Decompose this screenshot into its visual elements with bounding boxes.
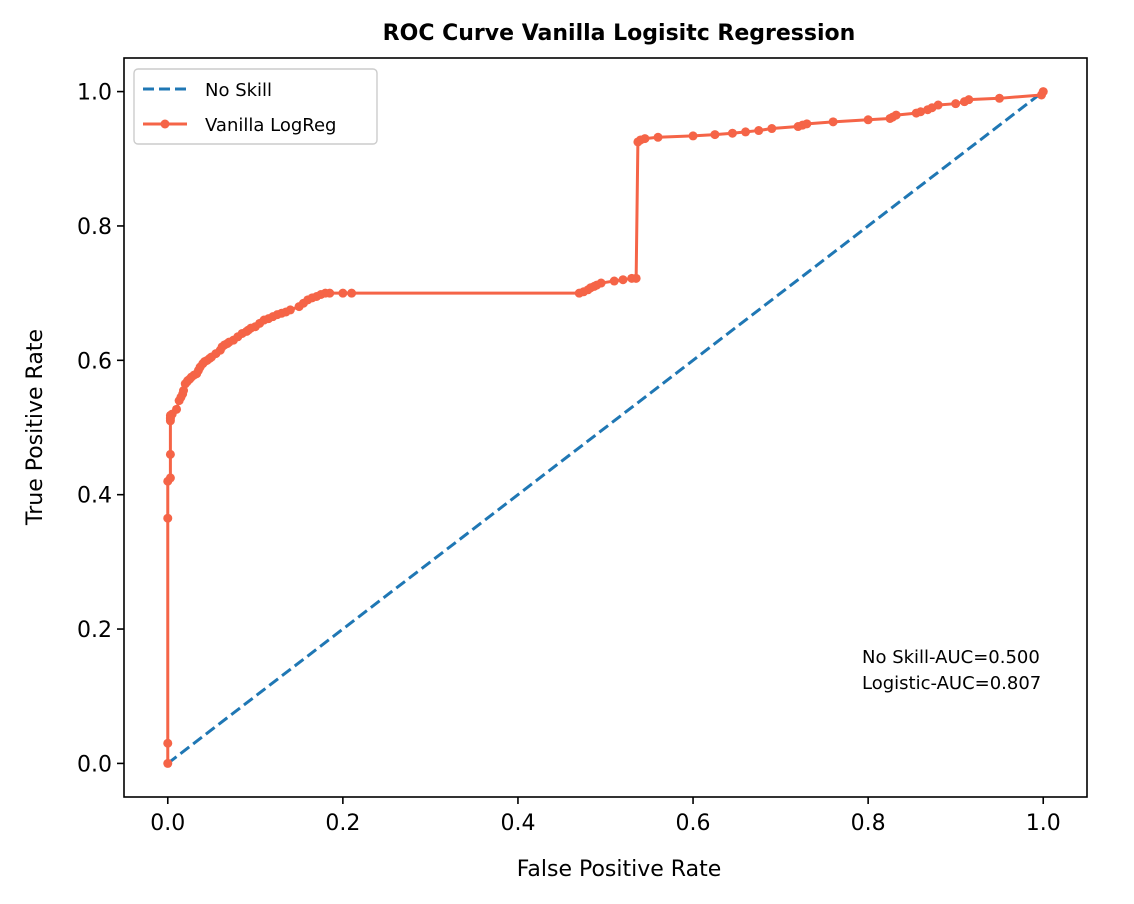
logreg-point [347,288,357,298]
y-tick-label: 0.2 [77,618,112,643]
plot-frame [123,57,1088,798]
logreg-point [163,758,173,768]
axis-ticks: 0.0 0.2 0.4 0.6 0.8 1.0 0.0 0.2 0.4 0.6 0.8 1.0 [77,81,1061,836]
legend: No Skill Vanilla LogReg [133,68,378,145]
x-tick-label: 0.2 [325,811,360,836]
legend-logreg-label: Vanilla LogReg [205,115,336,136]
y-tick-label: 0.6 [77,349,112,374]
logreg-point [325,288,335,298]
x-tick-label: 0.8 [851,811,886,836]
logreg-point [802,119,812,129]
logreg-point [891,110,901,120]
logreg-point [163,513,173,523]
logreg-point [741,127,751,137]
logreg-point [285,305,295,315]
y-tick-label: 0.8 [77,215,112,240]
logreg-point [596,278,606,288]
logreg-point [631,273,641,283]
logreg-point [727,128,737,138]
logreg-point [964,95,974,105]
logreg-point [653,132,663,142]
logreg-point [172,404,182,414]
legend-box [133,68,378,145]
y-tick-label: 0.0 [77,752,112,777]
logreg-point [609,276,619,286]
logreg-point [916,107,926,117]
logreg-point [1038,87,1048,97]
x-tick-label: 0.0 [150,811,185,836]
logreg-point [688,131,698,141]
logreg-point [994,93,1004,103]
y-tick-label: 1.0 [77,81,112,106]
logreg-point [710,130,720,140]
logreg-point [933,100,943,110]
logreg-point [338,288,348,298]
logreg-point [863,115,873,125]
x-axis-label: False Positive Rate [517,857,721,882]
y-tick-label: 0.4 [77,484,112,509]
logreg-point [165,449,175,459]
legend-no-skill-label: No Skill [205,80,272,101]
annotation-logistic-auc: Logistic-AUC=0.807 [862,673,1041,694]
x-tick-label: 0.4 [500,811,535,836]
logreg-point [767,124,777,134]
logreg-point [618,275,628,285]
chart-title: ROC Curve Vanilla Logisitc Regression [383,21,856,46]
x-tick-label: 0.6 [676,811,711,836]
y-axis-label: True Positive Rate [23,329,48,526]
annotation-no-skill-auc: No Skill-AUC=0.500 [862,647,1040,668]
series-no-skill-line [166,90,1045,765]
logreg-point [828,117,838,127]
plot-area [163,87,1048,768]
logreg-point [640,134,650,144]
logreg-point [951,99,961,109]
logreg-point [754,126,764,136]
x-tick-label: 1.0 [1026,811,1061,836]
logreg-point [163,738,173,748]
legend-logreg-marker [160,119,170,129]
logreg-point [165,473,175,483]
